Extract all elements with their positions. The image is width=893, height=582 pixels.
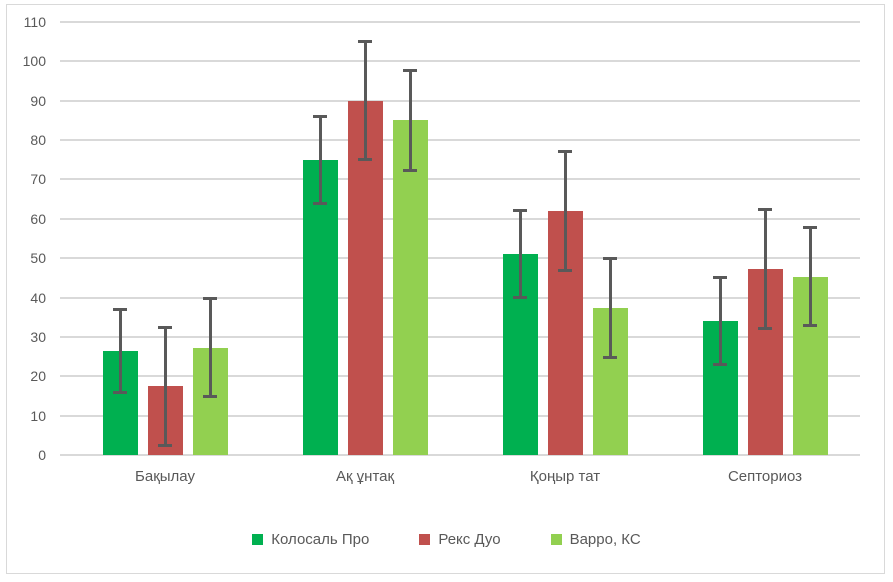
legend-item-1[interactable]: Колосаль Про bbox=[252, 531, 369, 548]
bar-1-cat-2[interactable] bbox=[302, 159, 338, 455]
y-tick-label: 80 bbox=[30, 132, 46, 149]
error-bar-cap bbox=[113, 390, 127, 394]
legend-swatch-icon bbox=[252, 534, 264, 545]
error-bar-cap bbox=[513, 296, 527, 300]
category-label-4: Септориоз bbox=[727, 468, 803, 485]
error-bar bbox=[808, 227, 812, 326]
gridline bbox=[60, 217, 860, 220]
chart-border bbox=[6, 4, 885, 574]
y-tick-label: 70 bbox=[30, 171, 46, 188]
y-tick-label: 10 bbox=[30, 407, 46, 424]
error-bar-cap bbox=[358, 158, 372, 162]
category-label-1: Бақылау bbox=[135, 468, 195, 485]
error-bar-cap bbox=[313, 201, 327, 205]
error-bar-cap bbox=[713, 276, 727, 280]
error-bar bbox=[518, 210, 522, 298]
y-tick-label: 20 bbox=[30, 368, 46, 385]
error-bar-cap bbox=[113, 307, 127, 311]
bar-3-cat-2[interactable] bbox=[392, 120, 428, 455]
y-tick-label: 60 bbox=[30, 210, 46, 227]
y-tick-label: 90 bbox=[30, 92, 46, 109]
error-bar-cap bbox=[758, 207, 772, 211]
legend-item-2[interactable]: Рекс Дуо bbox=[419, 531, 501, 548]
error-bar-cap bbox=[713, 362, 727, 366]
y-tick-label: 50 bbox=[30, 250, 46, 267]
error-bar-cap bbox=[758, 326, 772, 330]
error-bar bbox=[363, 41, 367, 160]
error-bar bbox=[208, 298, 212, 397]
error-bar-cap bbox=[203, 296, 217, 300]
gridline bbox=[60, 414, 860, 417]
gridline bbox=[60, 99, 860, 102]
gridline bbox=[60, 178, 860, 181]
gridline bbox=[60, 335, 860, 338]
error-bar-cap bbox=[603, 257, 617, 261]
error-bar bbox=[118, 309, 122, 392]
error-bar bbox=[563, 151, 567, 271]
x-axis-labels: Бақылау Ақ ұнтақ Қоңыр тат Септориоз bbox=[60, 468, 860, 492]
legend-swatch-icon bbox=[419, 534, 431, 545]
error-bar-cap bbox=[158, 443, 172, 447]
error-bar bbox=[763, 209, 767, 329]
legend-label: Рекс Дуо bbox=[438, 531, 501, 548]
gridline bbox=[60, 296, 860, 299]
gridline bbox=[60, 21, 860, 23]
error-bar-cap bbox=[513, 209, 527, 213]
y-tick-label: 30 bbox=[30, 328, 46, 345]
error-bar-cap bbox=[403, 168, 417, 172]
error-bar bbox=[408, 70, 412, 171]
error-bar bbox=[608, 258, 612, 358]
error-bar-cap bbox=[313, 114, 327, 118]
error-bar bbox=[718, 277, 722, 365]
category-label-2: Ақ ұнтақ bbox=[335, 468, 395, 485]
y-tick-label: 40 bbox=[30, 289, 46, 306]
y-axis: 0 10 20 30 40 50 60 70 80 90 100 110 bbox=[0, 14, 46, 463]
error-bar-cap bbox=[603, 355, 617, 359]
error-bar bbox=[318, 116, 322, 204]
error-bar-cap bbox=[158, 325, 172, 329]
error-bar-cap bbox=[403, 68, 417, 72]
legend-label: Колосаль Про bbox=[271, 531, 370, 548]
gridline bbox=[60, 454, 860, 456]
legend-swatch-icon bbox=[550, 534, 562, 545]
error-bar-cap bbox=[803, 225, 817, 229]
category-label-3: Қоңыр тат bbox=[529, 468, 601, 485]
legend: Колосаль Про Рекс Дуо Варро, КС bbox=[0, 531, 893, 548]
y-tick-label: 0 bbox=[38, 447, 46, 463]
y-tick-label: 100 bbox=[22, 53, 46, 70]
error-bar-cap bbox=[358, 40, 372, 44]
gridline bbox=[60, 257, 860, 260]
gridline bbox=[60, 60, 860, 63]
error-bar bbox=[163, 327, 167, 446]
y-tick-label: 110 bbox=[23, 14, 46, 30]
plot-area bbox=[60, 21, 860, 456]
error-bar-cap bbox=[203, 395, 217, 399]
error-bar-cap bbox=[803, 324, 817, 328]
gridline bbox=[60, 375, 860, 378]
gridline bbox=[60, 139, 860, 142]
legend-label: Варро, КС bbox=[569, 531, 641, 548]
error-bar-cap bbox=[558, 149, 572, 153]
legend-item-3[interactable]: Варро, КС bbox=[550, 531, 641, 548]
error-bar-cap bbox=[558, 269, 572, 273]
